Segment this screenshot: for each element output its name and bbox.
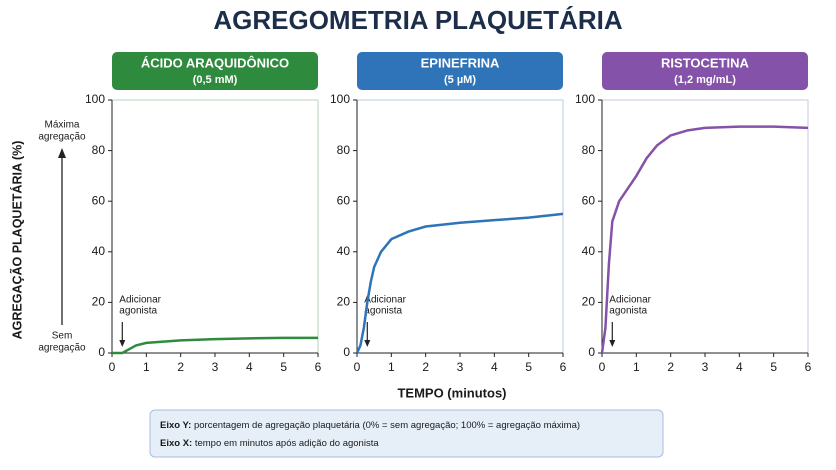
y-tick-label: 0 bbox=[588, 345, 595, 359]
note: Eixo X: tempo em minutos após adição do … bbox=[160, 438, 379, 449]
annotation-text: agonista bbox=[119, 306, 157, 317]
x-tick-label: 6 bbox=[315, 360, 322, 374]
panel-subtitle: (5 µM) bbox=[444, 74, 476, 86]
y-tick-label: 0 bbox=[98, 345, 105, 359]
annotation-arrow-head bbox=[609, 340, 616, 347]
note-key: Eixo Y: bbox=[160, 420, 191, 431]
y-tick-label: 80 bbox=[337, 143, 351, 157]
notes-box bbox=[149, 409, 664, 458]
y-tick-label: 20 bbox=[582, 295, 596, 309]
y-tick-label: 100 bbox=[575, 92, 595, 106]
x-tick-label: 1 bbox=[633, 360, 640, 374]
annotation-text: Adicionar bbox=[119, 295, 161, 306]
x-tick-label: 0 bbox=[109, 360, 116, 374]
y-tick-label: 60 bbox=[337, 193, 351, 207]
panel-title: RISTOCETINA bbox=[661, 55, 749, 70]
x-axis-label: TEMPO (minutos) bbox=[397, 385, 506, 400]
note: Eixo Y: porcentagem de agregação plaquet… bbox=[160, 420, 580, 431]
panel-title: ÁCIDO ARAQUIDÔNICO bbox=[141, 55, 289, 70]
y-tick-label: 40 bbox=[337, 244, 351, 258]
y-tick-label: 80 bbox=[582, 143, 596, 157]
panel-header bbox=[112, 52, 318, 90]
x-tick-label: 0 bbox=[599, 360, 606, 374]
note-text: tempo em minutos após adição do agonista bbox=[195, 438, 379, 449]
y-annotation: Sem bbox=[52, 331, 73, 342]
y-tick-label: 60 bbox=[582, 193, 596, 207]
panel-subtitle: (0,5 mM) bbox=[193, 74, 238, 86]
x-tick-label: 3 bbox=[212, 360, 219, 374]
panel-header bbox=[357, 52, 563, 90]
y-tick-label: 20 bbox=[337, 295, 351, 309]
x-tick-label: 4 bbox=[491, 360, 498, 374]
x-tick-label: 5 bbox=[280, 360, 287, 374]
x-tick-label: 1 bbox=[143, 360, 150, 374]
note-text: porcentagem de agregação plaquetária (0%… bbox=[194, 420, 580, 431]
x-tick-label: 5 bbox=[770, 360, 777, 374]
x-tick-label: 3 bbox=[457, 360, 464, 374]
annotation-text: Adicionar bbox=[609, 295, 651, 306]
y-annotation: Máxima bbox=[44, 120, 79, 131]
panel-title: EPINEFRINA bbox=[421, 55, 500, 70]
x-tick-label: 3 bbox=[702, 360, 709, 374]
y-arrow-head bbox=[58, 148, 66, 158]
x-tick-label: 1 bbox=[388, 360, 395, 374]
x-tick-label: 6 bbox=[560, 360, 567, 374]
y-annotation: agregação bbox=[38, 343, 86, 354]
y-annotation: agregação bbox=[38, 132, 86, 143]
x-tick-label: 4 bbox=[736, 360, 743, 374]
annotation-text: Adicionar bbox=[364, 295, 406, 306]
annotation-text: agonista bbox=[609, 306, 647, 317]
x-tick-label: 6 bbox=[805, 360, 812, 374]
page-title: AGREGOMETRIA PLAQUETÁRIA bbox=[213, 5, 622, 35]
y-tick-label: 40 bbox=[92, 244, 106, 258]
x-tick-label: 2 bbox=[422, 360, 429, 374]
y-tick-label: 100 bbox=[85, 92, 105, 106]
x-tick-label: 2 bbox=[667, 360, 674, 374]
y-tick-label: 20 bbox=[92, 295, 106, 309]
annotation-text: agonista bbox=[364, 306, 402, 317]
y-tick-label: 0 bbox=[343, 345, 350, 359]
note-key: Eixo X: bbox=[160, 438, 192, 449]
annotation-arrow-head bbox=[364, 340, 371, 347]
panel-subtitle: (1,2 mg/mL) bbox=[674, 74, 736, 86]
y-tick-label: 80 bbox=[92, 143, 106, 157]
y-tick-label: 100 bbox=[330, 92, 350, 106]
annotation-arrow-head bbox=[119, 340, 126, 347]
y-axis-label: AGREGAÇÃO PLAQUETÁRIA (%) bbox=[9, 141, 24, 340]
data-line bbox=[600, 125, 809, 354]
y-tick-label: 40 bbox=[582, 244, 596, 258]
y-tick-label: 60 bbox=[92, 193, 106, 207]
data-line bbox=[355, 212, 564, 354]
x-tick-label: 4 bbox=[246, 360, 253, 374]
panel-header bbox=[602, 52, 808, 90]
data-line bbox=[112, 336, 318, 355]
x-tick-label: 2 bbox=[177, 360, 184, 374]
x-tick-label: 5 bbox=[525, 360, 532, 374]
x-tick-label: 0 bbox=[354, 360, 361, 374]
